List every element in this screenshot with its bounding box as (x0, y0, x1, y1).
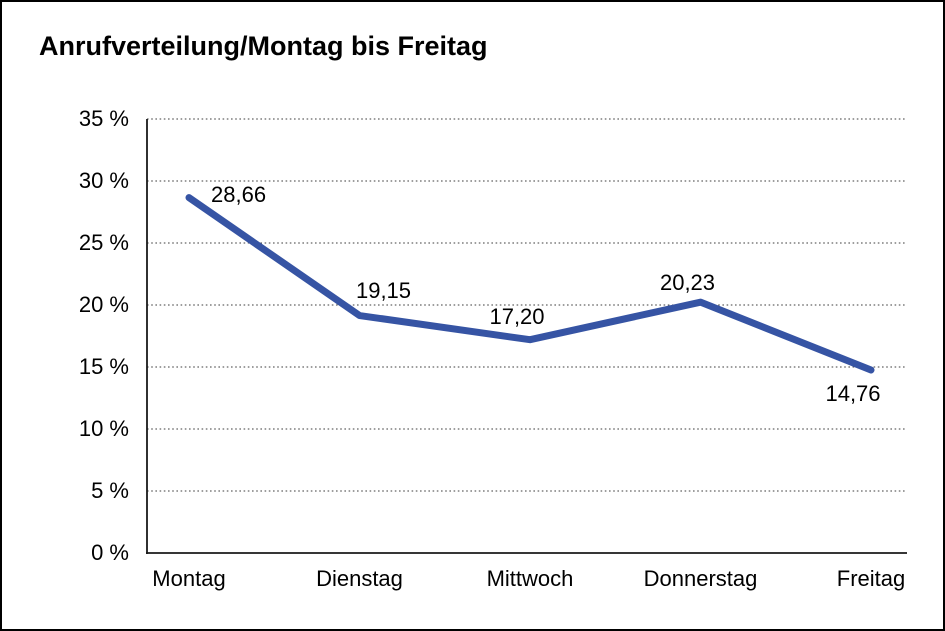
x-axis-category-label: Montag (152, 566, 226, 591)
data-line (185, 194, 875, 374)
y-axis-tick-label: 20 % (78, 292, 129, 317)
y-axis-tick-label: 5 % (91, 478, 129, 503)
y-axis-tick-label: 10 % (78, 416, 129, 441)
x-axis-category-label: Mittwoch (486, 566, 574, 591)
data-point-label: 20,23 (659, 270, 716, 296)
x-axis-category-label: Dienstag (316, 566, 403, 591)
data-point-label: 19,15 (355, 277, 412, 303)
y-axis-tick-label: 30 % (78, 168, 129, 193)
y-axis-tick-label: 0 % (91, 540, 129, 565)
x-axis-category-label: Freitag (836, 566, 906, 591)
y-axis-tick-label: 25 % (78, 230, 129, 255)
data-point-label: 28,66 (211, 181, 267, 207)
data-point-label: 17,20 (489, 303, 545, 329)
chart-title: Anrufverteilung/Montag bis Freitag (39, 31, 488, 61)
y-axis-tick-label: 35 % (78, 106, 129, 131)
y-axis-tick-label: 15 % (78, 354, 129, 379)
x-axis-category-label: Donnerstag (643, 566, 758, 591)
data-point-label: 14,76 (825, 380, 881, 406)
